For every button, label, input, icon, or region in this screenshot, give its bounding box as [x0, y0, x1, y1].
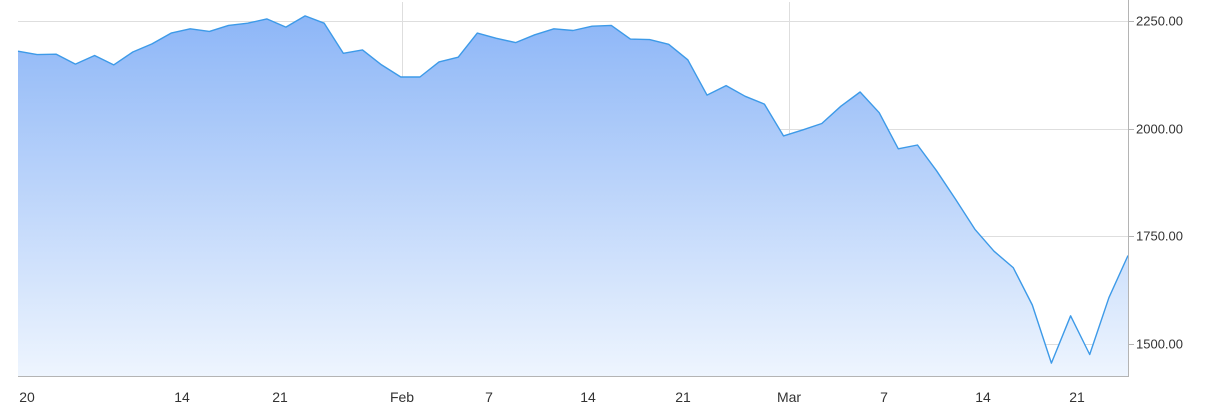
series-line	[17, 15, 1129, 364]
x-tick-label: 14	[580, 389, 596, 405]
axes	[18, 0, 1129, 377]
x-tick-label: 7	[485, 389, 493, 405]
x-tick-label: 21	[1069, 389, 1085, 405]
x-tick-label: 14	[174, 389, 190, 405]
x-axis-labels: 20 14 21 Feb 7 14 21 Mar 7 14 21	[19, 389, 1085, 405]
y-tick-label: 2250.00	[1136, 14, 1183, 29]
x-tick-label: 14	[975, 389, 991, 405]
x-tick-label: 20	[19, 389, 35, 405]
y-axis-labels: 2250.00 2000.00 1750.00 1500.00	[1136, 14, 1183, 352]
x-tick-label: Mar	[777, 389, 801, 405]
y-tick-label: 1750.00	[1136, 229, 1183, 244]
y-tick-label: 2000.00	[1136, 122, 1183, 137]
x-tick-label: 21	[272, 389, 288, 405]
x-tick-label: 21	[675, 389, 691, 405]
x-tick-label: 7	[880, 389, 888, 405]
area-fill	[18, 15, 1128, 377]
y-tick-label: 1500.00	[1136, 337, 1183, 352]
x-tick-label: Feb	[390, 389, 414, 405]
